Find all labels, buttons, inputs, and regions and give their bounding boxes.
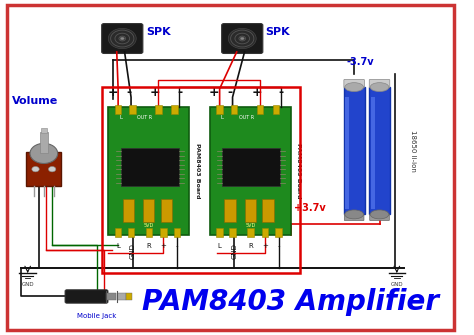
FancyBboxPatch shape [369, 79, 390, 88]
Text: -: - [126, 86, 131, 99]
Text: -: - [176, 243, 178, 249]
Text: GND: GND [231, 243, 237, 259]
Circle shape [228, 28, 256, 49]
Ellipse shape [345, 210, 364, 219]
Text: SPK: SPK [146, 27, 171, 37]
Text: Volume: Volume [11, 95, 58, 106]
Bar [247, 228, 254, 237]
Bar [120, 148, 179, 186]
FancyBboxPatch shape [222, 23, 263, 54]
Text: Mobile Jack: Mobile Jack [77, 313, 117, 319]
Text: L: L [119, 115, 122, 120]
Text: -: - [277, 243, 280, 249]
Bar [161, 199, 172, 222]
Bar [229, 228, 236, 237]
Bar [128, 228, 134, 237]
Bar [41, 128, 47, 133]
Bar [106, 293, 116, 300]
Bar [26, 152, 61, 186]
Text: -: - [177, 86, 182, 99]
Text: R: R [146, 243, 151, 249]
Ellipse shape [370, 83, 389, 91]
Text: L: L [116, 243, 120, 249]
Bar [225, 199, 236, 222]
Bar [210, 107, 291, 234]
Circle shape [109, 28, 136, 49]
Text: OUT R: OUT R [137, 115, 152, 120]
Bar [117, 293, 126, 300]
Text: 18650 li-ion: 18650 li-ion [410, 130, 416, 172]
Circle shape [30, 143, 58, 163]
Text: +: + [209, 86, 219, 99]
Bar [217, 105, 223, 114]
Text: +3.7v: +3.7v [293, 203, 325, 213]
Text: +: + [262, 243, 268, 249]
Bar [143, 199, 155, 222]
Text: +: + [150, 86, 161, 99]
Bar [155, 105, 162, 114]
Bar [174, 228, 180, 237]
Ellipse shape [345, 83, 364, 91]
Text: L: L [220, 115, 224, 120]
FancyBboxPatch shape [102, 23, 143, 54]
Text: +: + [252, 86, 262, 99]
Bar [101, 87, 300, 273]
Text: PAM8403 Board: PAM8403 Board [296, 143, 301, 199]
Bar [172, 105, 178, 114]
Text: GND: GND [391, 282, 403, 287]
Bar [369, 87, 390, 214]
Circle shape [48, 166, 56, 172]
Bar [231, 105, 237, 114]
Text: -: - [228, 86, 233, 99]
Text: PAM8403 Amplifier: PAM8403 Amplifier [142, 287, 439, 316]
FancyBboxPatch shape [65, 290, 108, 303]
Text: -3.7v: -3.7v [346, 57, 374, 67]
Bar [115, 228, 121, 237]
Bar [273, 105, 279, 114]
Text: GND: GND [21, 282, 34, 287]
Text: GND: GND [130, 243, 136, 259]
Bar [115, 105, 121, 114]
Text: -: - [278, 86, 283, 99]
Bar [222, 148, 280, 186]
Text: SPK: SPK [265, 27, 290, 37]
Bar [160, 228, 166, 237]
Bar [275, 228, 282, 237]
Bar [217, 228, 223, 237]
Text: 5VD: 5VD [144, 223, 154, 228]
Circle shape [240, 37, 244, 40]
Text: L: L [218, 243, 221, 249]
Text: 5VD: 5VD [245, 223, 255, 228]
Text: OUT R: OUT R [239, 115, 254, 120]
Bar [40, 132, 48, 153]
Bar [123, 199, 134, 222]
Circle shape [120, 37, 124, 40]
Text: PAM8403 Board: PAM8403 Board [195, 143, 200, 199]
FancyBboxPatch shape [344, 214, 364, 220]
Bar [129, 105, 136, 114]
Text: R: R [248, 243, 253, 249]
Bar [245, 199, 256, 222]
Bar [263, 199, 274, 222]
Bar [257, 105, 263, 114]
Bar [262, 228, 268, 237]
FancyBboxPatch shape [344, 79, 365, 88]
Bar [346, 97, 349, 209]
Text: +: + [160, 243, 166, 249]
Ellipse shape [370, 210, 389, 219]
Circle shape [32, 166, 39, 172]
Bar [344, 87, 365, 214]
Bar [146, 228, 152, 237]
Text: +: + [107, 86, 118, 99]
Bar [127, 293, 132, 300]
Bar [109, 107, 189, 234]
Bar [371, 97, 374, 209]
FancyBboxPatch shape [370, 214, 389, 220]
